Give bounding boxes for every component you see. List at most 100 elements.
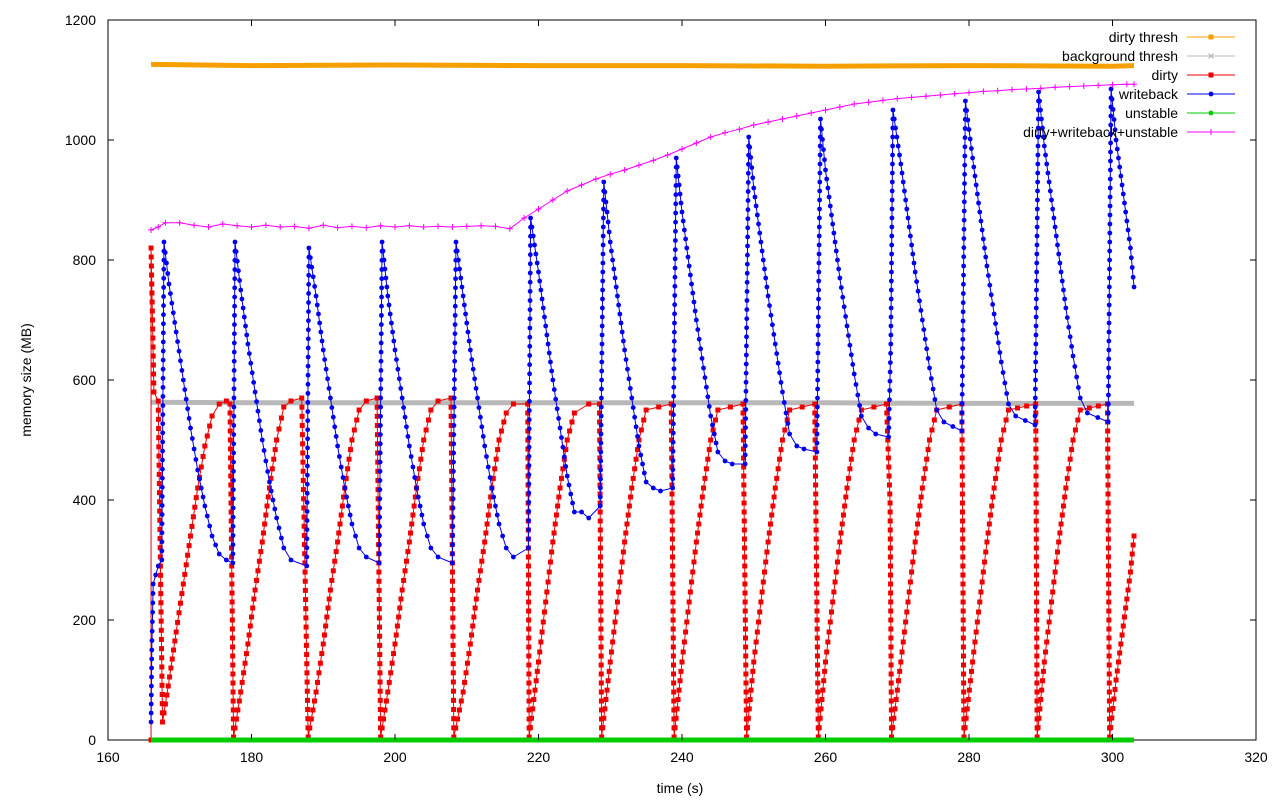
data-point xyxy=(1072,427,1078,433)
data-point xyxy=(1056,539,1062,545)
data-point xyxy=(230,560,236,566)
data-point xyxy=(305,225,312,232)
data-point xyxy=(808,110,815,116)
data-point xyxy=(622,347,627,353)
data-point xyxy=(743,662,749,668)
data-point xyxy=(990,302,996,307)
data-point xyxy=(741,464,747,470)
data-point xyxy=(325,376,330,382)
data-point xyxy=(337,521,343,527)
data-point xyxy=(570,500,575,506)
data-point xyxy=(641,470,647,476)
data-point xyxy=(745,252,750,258)
data-point xyxy=(192,504,198,510)
data-point xyxy=(564,437,570,443)
data-point xyxy=(749,678,755,684)
data-point xyxy=(204,433,210,439)
data-point xyxy=(960,327,966,333)
data-point xyxy=(1069,344,1075,349)
data-point xyxy=(470,366,476,372)
data-point xyxy=(904,206,910,212)
data-point xyxy=(1036,89,1041,95)
data-point xyxy=(376,624,382,630)
data-point xyxy=(571,509,577,515)
data-point xyxy=(888,332,894,338)
data-point xyxy=(1117,164,1123,170)
data-point xyxy=(813,482,819,488)
data-point xyxy=(1066,83,1073,90)
data-point xyxy=(671,403,676,408)
data-point xyxy=(782,427,788,433)
data-point xyxy=(300,477,306,483)
data-point xyxy=(451,432,457,437)
data-point xyxy=(888,707,894,713)
data-point xyxy=(778,447,784,453)
data-point xyxy=(669,545,675,551)
data-point xyxy=(967,136,973,142)
data-point xyxy=(887,554,893,560)
data-point xyxy=(480,549,486,555)
data-point xyxy=(534,668,540,674)
data-point xyxy=(330,414,336,420)
data-point xyxy=(302,569,308,575)
data-point xyxy=(887,536,893,542)
data-point xyxy=(160,330,166,336)
data-point xyxy=(262,222,269,229)
data-point xyxy=(314,302,320,308)
data-point xyxy=(676,687,682,693)
data-point xyxy=(159,682,165,688)
data-point xyxy=(386,302,392,308)
data-point xyxy=(306,272,312,278)
data-point xyxy=(670,581,676,587)
data-point xyxy=(494,512,500,518)
data-point xyxy=(982,245,987,251)
data-point xyxy=(305,454,310,460)
data-point xyxy=(834,559,840,565)
data-point xyxy=(671,375,677,381)
data-point xyxy=(814,572,820,578)
data-point xyxy=(158,591,164,597)
data-point xyxy=(546,350,552,356)
data-point xyxy=(300,487,306,493)
data-point xyxy=(671,707,677,713)
data-point xyxy=(597,455,603,461)
data-point xyxy=(149,647,155,653)
data-point xyxy=(598,572,604,578)
data-point xyxy=(155,563,161,569)
data-point xyxy=(160,339,166,345)
data-point xyxy=(526,508,532,514)
data-point xyxy=(525,428,531,434)
data-point xyxy=(894,687,900,693)
data-point xyxy=(1105,545,1111,551)
data-point xyxy=(706,447,712,453)
data-point xyxy=(673,228,678,234)
data-point xyxy=(951,90,958,97)
data-point xyxy=(1106,599,1112,605)
data-point xyxy=(155,416,161,422)
data-point xyxy=(156,462,162,468)
data-point xyxy=(987,282,993,288)
data-point xyxy=(817,170,823,176)
data-point xyxy=(248,224,255,230)
data-point xyxy=(888,617,894,623)
data-point xyxy=(743,434,748,440)
data-point xyxy=(1052,224,1058,230)
data-point xyxy=(301,496,307,502)
data-point xyxy=(669,536,675,542)
data-point xyxy=(772,485,778,491)
data-point xyxy=(200,494,206,500)
data-point xyxy=(669,527,675,533)
data-point xyxy=(451,395,457,401)
data-point xyxy=(448,404,454,410)
data-point xyxy=(230,698,236,704)
data-point xyxy=(687,589,693,595)
data-point xyxy=(302,551,308,557)
data-point xyxy=(815,332,821,338)
data-point xyxy=(540,619,546,625)
data-point xyxy=(630,405,636,410)
data-point xyxy=(450,542,456,548)
data-point xyxy=(159,521,165,527)
data-point xyxy=(743,671,749,677)
data-point xyxy=(815,386,820,392)
data-point xyxy=(386,679,392,685)
